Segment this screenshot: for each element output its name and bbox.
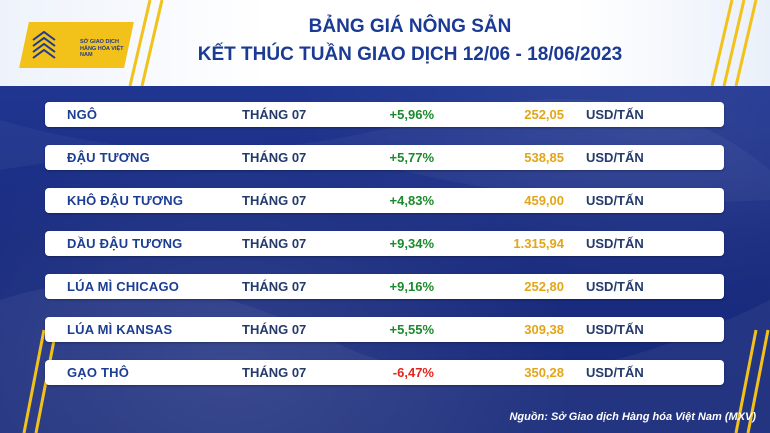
commodity-name: ĐẬU TƯƠNG (67, 150, 150, 165)
contract-month: THÁNG 07 (242, 193, 307, 208)
table-row: KHÔ ĐẬU TƯƠNG THÁNG 07 +4,83% 459,00 USD… (45, 188, 724, 213)
table-row: ĐẬU TƯƠNG THÁNG 07 +5,77% 538,85 USD/TẤN (45, 145, 724, 170)
price-unit: USD/TẤN (586, 150, 644, 165)
price-value: 252,80 (524, 279, 564, 294)
price-value: 350,28 (524, 365, 564, 380)
header-stripes (128, 0, 758, 86)
price-unit: USD/TẤN (586, 236, 644, 251)
table-row: GẠO THÔ THÁNG 07 -6,47% 350,28 USD/TẤN (45, 360, 724, 385)
price-change: +4,83% (389, 193, 434, 208)
contract-month: THÁNG 07 (242, 365, 307, 380)
price-unit: USD/TẤN (586, 279, 644, 294)
logo-text: SỞ GIAO DỊCH HÀNG HÓA VIỆT NAM (80, 39, 124, 58)
price-value: 459,00 (524, 193, 564, 208)
price-value: 1.315,94 (513, 236, 564, 251)
commodity-name: NGÔ (67, 107, 98, 122)
commodity-name: DẦU ĐẬU TƯƠNG (67, 236, 183, 251)
header-band: SỞ GIAO DỊCH HÀNG HÓA VIỆT NAM BẢNG GIÁ … (0, 0, 770, 86)
source-caption: Nguồn: Sở Giao dịch Hàng hóa Việt Nam (M… (509, 411, 756, 423)
contract-month: THÁNG 07 (242, 236, 307, 251)
commodity-name: GẠO THÔ (67, 365, 130, 380)
table-row: DẦU ĐẬU TƯƠNG THÁNG 07 +9,34% 1.315,94 U… (45, 231, 724, 256)
price-change: +9,16% (389, 279, 434, 294)
price-unit: USD/TẤN (586, 365, 644, 380)
commodity-name: LÚA MÌ KANSAS (67, 322, 173, 337)
price-value: 252,05 (524, 107, 564, 122)
price-change: -6,47% (392, 365, 434, 380)
page-title: BẢNG GIÁ NÔNG SẢN (308, 16, 512, 37)
page-subtitle: KẾT THÚC TUẦN GIAO DỊCH 12/06 - 18/06/20… (197, 44, 623, 65)
logo: SỞ GIAO DỊCH HÀNG HÓA VIỆT NAM (28, 26, 125, 64)
price-change: +5,77% (389, 150, 434, 165)
commodity-name: KHÔ ĐẬU TƯƠNG (67, 193, 184, 208)
price-value: 538,85 (524, 150, 564, 165)
price-change: +9,34% (389, 236, 434, 251)
contract-month: THÁNG 07 (242, 107, 307, 122)
price-change: +5,96% (389, 107, 434, 122)
price-value: 309,38 (524, 322, 564, 337)
price-unit: USD/TẤN (586, 107, 644, 122)
table-row: NGÔ THÁNG 07 +5,96% 252,05 USD/TẤN (45, 102, 724, 127)
price-unit: USD/TẤN (586, 193, 644, 208)
table-row: LÚA MÌ CHICAGO THÁNG 07 +9,16% 252,80 US… (45, 274, 724, 299)
logo-mark-icon (32, 30, 56, 59)
price-change: +5,55% (389, 322, 434, 337)
commodity-name: LÚA MÌ CHICAGO (67, 279, 180, 294)
contract-month: THÁNG 07 (242, 150, 307, 165)
contract-month: THÁNG 07 (242, 322, 307, 337)
contract-month: THÁNG 07 (242, 279, 307, 294)
price-unit: USD/TẤN (586, 322, 644, 337)
table-row: LÚA MÌ KANSAS THÁNG 07 +5,55% 309,38 USD… (45, 317, 724, 342)
